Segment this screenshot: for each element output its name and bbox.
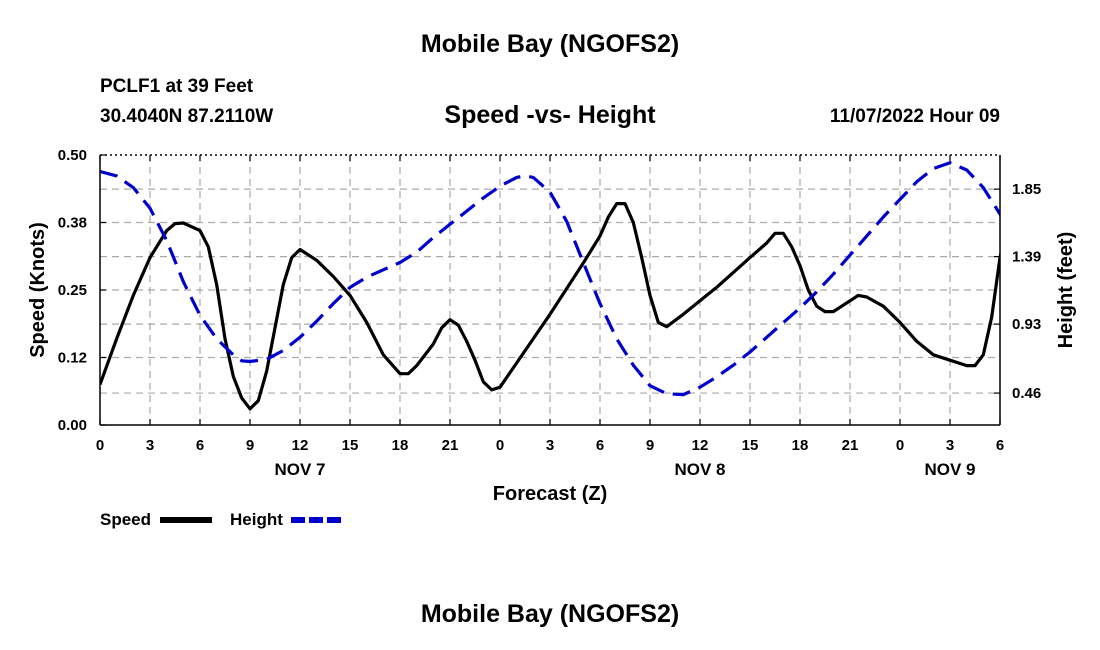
y-tick-label-left: 0.25 (58, 282, 87, 299)
y-tick-label-right: 0.93 (1012, 316, 1041, 333)
y-tick-label-right: 1.39 (1012, 249, 1041, 266)
legend: Speed Height (100, 510, 343, 529)
y-axis-title-right: Height (feet) (1055, 232, 1077, 349)
y-tick-label-left: 0.12 (58, 350, 87, 367)
x-tick-label: 15 (742, 437, 759, 454)
y-tick-label-right: 1.85 (1012, 181, 1041, 198)
y-tick-label-left: 0.50 (58, 147, 87, 164)
x-tick-label: 6 (596, 437, 604, 454)
station-name: PCLF1 at 39 Feet (100, 76, 254, 97)
x-tick-label: 0 (896, 437, 904, 454)
series-layer (100, 161, 1000, 411)
footer-title: Mobile Bay (NGOFS2) (420, 600, 680, 628)
x-tick-label: 3 (946, 437, 954, 454)
x-tick-label: 0 (96, 437, 104, 454)
x-tick-label: 21 (442, 437, 459, 454)
x-tick-label: 9 (646, 437, 654, 454)
y-tick-label-right: 0.46 (1012, 385, 1041, 402)
axis-labels: 0 3 6 9 12 15 18 21 0 3 6 9 12 15 18 21 0 3 6 NOV 7 NOV 8 NOV… (27, 147, 1077, 505)
x-tick-label: 3 (146, 437, 154, 454)
speed-series-line (100, 202, 1000, 411)
y-tick-label-left: 0.00 (58, 417, 87, 434)
grid-lines (100, 155, 1000, 425)
y-tick-label-left: 0.38 (58, 215, 87, 232)
forecast-time: 11/07/2022 Hour 09 (829, 106, 1000, 127)
legend-label-speed: Speed (100, 510, 151, 529)
legend-label-height: Height (230, 510, 283, 529)
x-axis-title: Forecast (Z) (493, 483, 607, 505)
x-tick-label: 6 (196, 437, 204, 454)
y-axis-title-left: Speed (Knots) (27, 222, 49, 358)
station-coords: 30.4040N 87.2110W (100, 106, 274, 127)
date-label: NOV 8 (674, 460, 725, 479)
page-title: Mobile Bay (NGOFS2) (420, 30, 680, 58)
x-tick-label: 18 (792, 437, 809, 454)
date-label: NOV 9 (924, 460, 975, 479)
x-tick-label: 6 (996, 437, 1004, 454)
x-tick-label: 21 (842, 437, 859, 454)
x-tick-label: 3 (546, 437, 554, 454)
chart-title: Speed -vs- Height (444, 101, 656, 129)
x-tick-label: 9 (246, 437, 254, 454)
height-series-line (100, 161, 1000, 397)
x-tick-label: 12 (292, 437, 309, 454)
x-tick-label: 18 (392, 437, 409, 454)
x-tick-label: 12 (692, 437, 709, 454)
x-tick-label: 0 (496, 437, 504, 454)
date-label: NOV 7 (274, 460, 325, 479)
axes (99, 154, 1001, 426)
x-tick-label: 15 (342, 437, 359, 454)
